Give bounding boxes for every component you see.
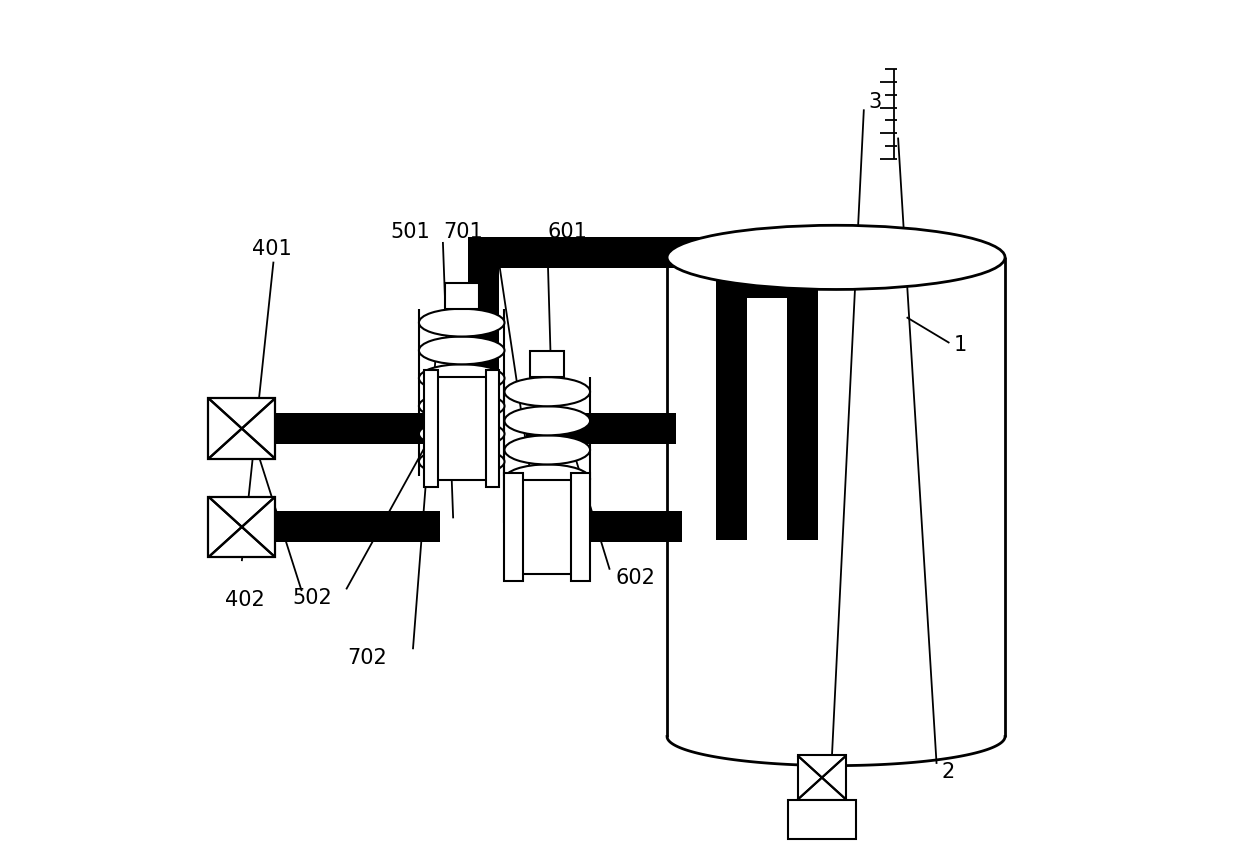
Text: 2: 2 [941, 763, 955, 782]
Ellipse shape [419, 393, 505, 420]
Bar [505, 473, 523, 581]
Bar [715, 298, 746, 540]
Bar [248, 413, 440, 444]
Text: 602: 602 [616, 568, 656, 588]
Ellipse shape [419, 364, 505, 393]
Bar [208, 399, 275, 458]
Ellipse shape [505, 464, 590, 494]
Bar [715, 267, 817, 298]
Bar [787, 800, 856, 839]
Text: 701: 701 [444, 222, 484, 242]
Ellipse shape [505, 494, 590, 523]
Bar [522, 480, 573, 574]
Ellipse shape [505, 435, 590, 464]
Text: 601: 601 [547, 222, 588, 242]
Text: 1: 1 [954, 334, 967, 355]
Ellipse shape [667, 225, 1006, 290]
Bar [572, 473, 590, 581]
Bar [526, 413, 676, 444]
Ellipse shape [505, 377, 590, 406]
Text: 401: 401 [252, 239, 291, 259]
Ellipse shape [505, 406, 590, 435]
Bar [787, 264, 817, 540]
Text: 502: 502 [291, 588, 331, 608]
Text: 402: 402 [226, 590, 265, 609]
Bar [424, 370, 438, 487]
Ellipse shape [419, 420, 505, 447]
Bar [467, 248, 498, 415]
Text: 702: 702 [347, 648, 387, 668]
Bar [797, 756, 847, 800]
Bar [531, 351, 564, 377]
Bar [486, 370, 500, 487]
Ellipse shape [419, 309, 505, 337]
Bar [445, 283, 479, 309]
Bar [526, 512, 682, 542]
Text: 3: 3 [868, 92, 882, 111]
Bar [436, 377, 487, 480]
Bar [467, 237, 789, 267]
Bar [208, 497, 275, 557]
Ellipse shape [419, 337, 505, 364]
Text: 501: 501 [391, 222, 430, 242]
Ellipse shape [419, 447, 505, 476]
Bar [248, 512, 440, 542]
